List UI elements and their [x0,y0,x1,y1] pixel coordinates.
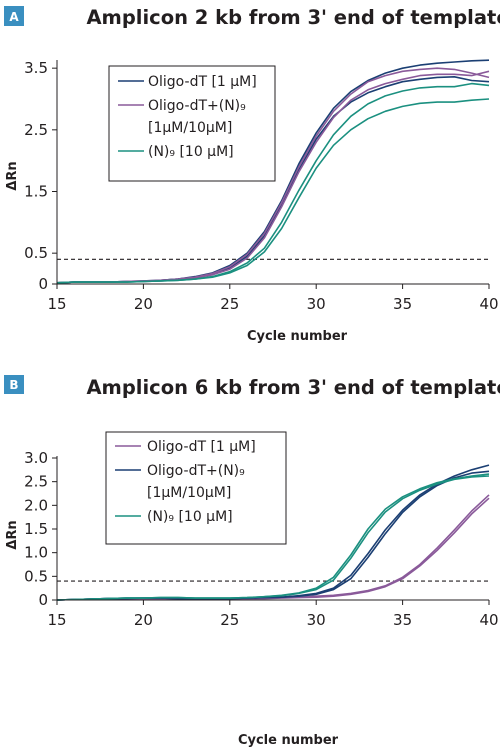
y-tick-label: 2.5 [24,121,48,139]
legend-label: (N)₉ [10 µM] [147,509,233,525]
panel-badge-b [4,375,24,394]
series-layer-b [56,464,490,601]
chart-a-svg: A Amplicon 2 kb from 3' end of template … [4,6,500,344]
x-tick-label: 20 [134,295,153,313]
axes-layer-a: 15 20 25 30 35 40 0 0.5 1.5 2.5 3.5 [24,59,498,313]
x-tick-label: 30 [307,611,326,629]
x-tick-label: 35 [393,611,412,629]
y-tick-label: 1.0 [24,544,48,562]
x-tick-label: 15 [47,611,66,629]
legend-label: [1µM/10µM] [147,485,231,501]
y-tick-label: 2.5 [24,473,48,491]
series-line [56,98,490,284]
legend-b: Oligo-dT [1 µM] Oligo-dT+(N)₉ [1µM/10µM] (N… [105,431,287,545]
y-tick-label: 3.5 [24,59,48,77]
legend-box-a [108,65,276,182]
y-tick-label: 3.0 [24,449,48,467]
x-tick-label: 40 [479,295,498,313]
y-tick-label: 1.5 [24,520,48,538]
legend-label: Oligo-dT+(N)₉ [147,463,245,479]
y-tick-label: 0 [38,275,48,293]
panel-badge-a [4,6,24,26]
legend-label: (N)₉ [10 µM] [148,144,234,160]
y-tick-label: 2.0 [24,496,48,514]
legend-box-b [105,431,287,545]
x-tick-label: 15 [47,295,66,313]
chart-panel-b: B Amplicon 6 kb from 3' end of template … [0,375,500,750]
legend-label: Oligo-dT+(N)₉ [148,98,246,114]
x-tick-label: 25 [220,295,239,313]
series-line [56,475,490,601]
x-tick-label: 35 [393,295,412,313]
y-tick-label: 1.5 [24,183,48,201]
legend-label: Oligo-dT [1 µM] [148,74,257,90]
axes-layer-b: 15 20 25 30 35 40 0 0.5 1.0 1.5 2.0 2.5 3.0 [24,449,498,629]
chart-title-b: Amplicon 6 kb from 3' end of template [86,376,500,399]
legend-a: Oligo-dT [1 µM] Oligo-dT+(N)₉ [1µM/10µM] (N… [108,65,276,182]
chart-panel-a: A Amplicon 2 kb from 3' end of template … [4,6,500,344]
y-tick-label: 0.5 [24,567,48,585]
panel-label-b: B [9,378,18,392]
legend-label: Oligo-dT [1 µM] [147,439,256,455]
series-layer-a [56,59,490,284]
panel-label-a: A [9,10,19,24]
x-axis-title-b: Cycle number [238,733,339,748]
legend-label: [1µM/10µM] [148,120,232,136]
y-tick-label: 0 [38,591,48,609]
y-tick-label: 0.5 [24,244,48,262]
x-tick-label: 40 [479,611,498,629]
y-axis-title-a: ΔRn [5,161,20,190]
x-tick-label: 20 [134,611,153,629]
chart-b-svg: B Amplicon 6 kb from 3' end of template … [4,375,500,748]
x-tick-label: 25 [220,611,239,629]
y-axis-title-b: ΔRn [5,520,20,549]
x-tick-label: 30 [307,295,326,313]
x-axis-title-a: Cycle number [247,329,348,344]
chart-title-a: Amplicon 2 kb from 3' end of template [86,6,500,29]
